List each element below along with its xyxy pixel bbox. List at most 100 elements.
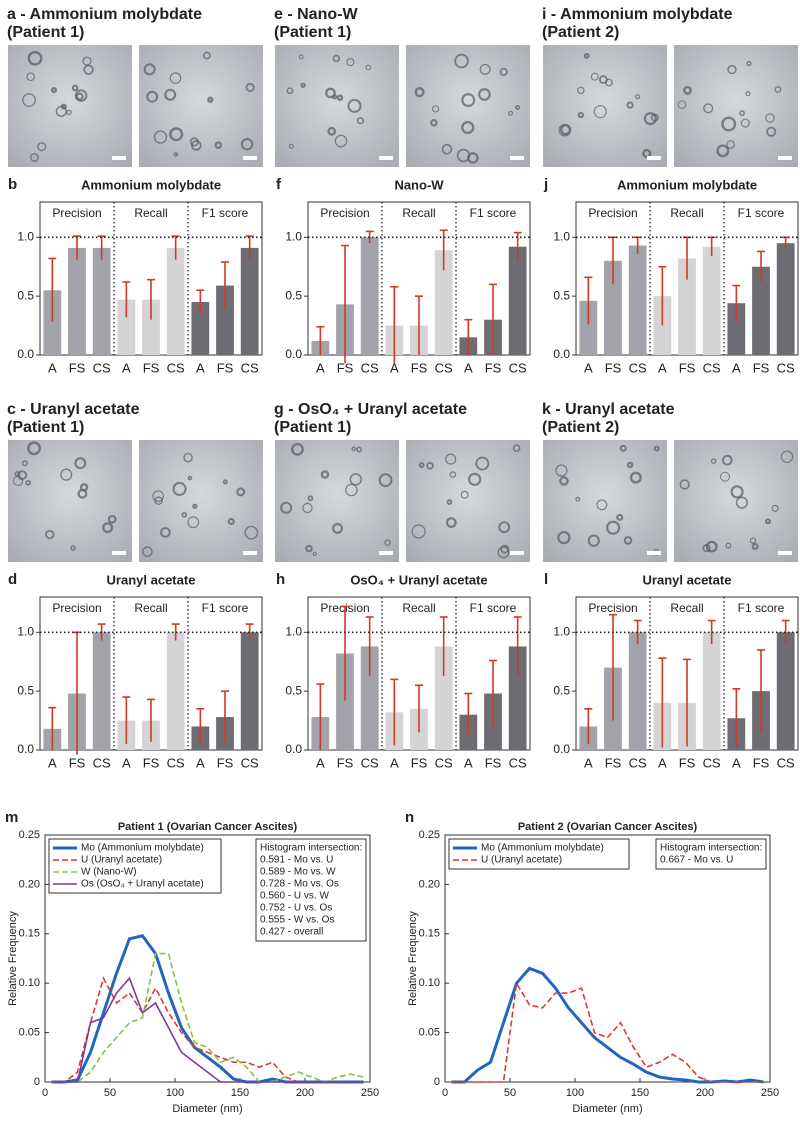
vesicle [446, 499, 453, 505]
vesicle [222, 479, 228, 485]
vesicle [173, 152, 179, 157]
scale-bar [243, 551, 257, 555]
vesicle [320, 470, 330, 479]
x-tick-label: 150 [631, 1087, 649, 1099]
vesicle [725, 542, 732, 549]
vesicle [27, 441, 42, 456]
scale-bar [379, 551, 393, 555]
x-tick-label: 0 [42, 1087, 48, 1099]
vesicle [240, 137, 254, 151]
panel-subtitle: (Patient 1) [7, 24, 84, 41]
vesicle [590, 72, 599, 81]
vesicle [71, 84, 79, 92]
bar [434, 646, 453, 750]
vesicle [236, 487, 246, 497]
x-tick-label: A [48, 755, 57, 770]
scale-bar [778, 156, 792, 160]
x-tick-label: FS [411, 755, 428, 770]
bar [727, 303, 746, 355]
x-tick-label: CS [777, 755, 795, 770]
panel-letter: j [543, 176, 548, 193]
annotation-box [255, 838, 367, 942]
vesicle [745, 91, 751, 97]
x-tick-label: A [316, 755, 325, 770]
x-tick-label: A [732, 755, 741, 770]
panel-title: a - Ammonium molybdate [7, 6, 202, 23]
annotation-text: 0.427 - overall [260, 927, 323, 938]
annotation-text: 0.591 - Mo vs. U [260, 855, 333, 866]
bar [776, 632, 795, 750]
panel-letter: f [276, 176, 282, 193]
vesicle [384, 539, 391, 546]
vesicle [461, 120, 475, 135]
legend-label: Mo (Ammonium molybdate) [81, 843, 204, 854]
x-tick-label: 100 [166, 1087, 184, 1099]
vesicle [66, 109, 72, 116]
y-tick-label: 0.5 [17, 683, 34, 697]
vesicle [214, 141, 223, 149]
vesicle [606, 520, 621, 535]
panel-title: e - Nano-W [274, 6, 358, 23]
vesicle [190, 140, 202, 151]
vesicle [478, 88, 491, 101]
vesicle [418, 462, 425, 469]
vesicle [746, 60, 752, 67]
x-tick-label: CS [241, 360, 259, 375]
x-axis-label: Diameter (nm) [172, 1103, 242, 1115]
vesicle [559, 124, 572, 136]
vesicle [300, 82, 306, 88]
vesicle [730, 485, 744, 499]
vesicle [512, 444, 521, 453]
vesicle [17, 470, 28, 481]
group-label: F1 score [738, 206, 785, 220]
vesicle [298, 54, 304, 60]
bar [117, 299, 136, 355]
bar [336, 653, 354, 750]
panel-subtitle: (Patient 1) [274, 419, 351, 436]
x-tick-label: A [316, 360, 325, 375]
legend-box [48, 838, 222, 894]
annotation-text: 0.555 - W vs. Os [260, 915, 334, 926]
vesicle [596, 499, 608, 511]
x-tick-label: CS [777, 360, 795, 375]
panel-subtitle: (Patient 1) [274, 24, 351, 41]
vesicle [74, 457, 87, 470]
panel-subtitle: (Patient 2) [542, 419, 619, 436]
vesicle [461, 93, 476, 108]
vesicle [653, 445, 660, 452]
annotation-text: 0.589 - Mo vs. W [260, 867, 336, 878]
chart-title: Patient 1 (Ovarian Cancer Ascites) [118, 821, 298, 833]
vesicle [187, 475, 193, 481]
vesicle [441, 143, 453, 155]
y-tick-label: 1.0 [553, 229, 570, 243]
x-tick-label: A [390, 755, 399, 770]
x-tick-label: FS [753, 360, 770, 375]
micrograph [406, 440, 530, 562]
vesicle [764, 518, 772, 525]
vesicle [593, 105, 607, 119]
panel-letter: d [8, 571, 17, 588]
vesicle [623, 536, 633, 545]
annotation-text: 0.667 - Mo vs. U [660, 855, 733, 866]
vesicle [740, 118, 750, 128]
x-axis-label: Diameter (nm) [572, 1103, 642, 1115]
vesicle [619, 444, 627, 452]
vesicle [629, 471, 642, 484]
micrograph [275, 440, 399, 562]
series-line [51, 976, 364, 1083]
vesicle [327, 126, 337, 136]
y-tick-label: 0.5 [285, 288, 302, 302]
vesicle [414, 87, 425, 98]
y-tick-label: 0.05 [19, 1027, 40, 1039]
scale-bar [379, 156, 393, 160]
vesicle [454, 53, 469, 69]
vesicle [332, 522, 344, 534]
x-tick-label: 200 [696, 1087, 714, 1099]
vesicle [749, 537, 757, 544]
y-tick-label: 0.15 [19, 928, 40, 940]
vesicle [365, 64, 372, 71]
group-label: Precision [320, 206, 369, 220]
vesicle [227, 517, 235, 526]
vesicle [305, 544, 313, 553]
series-line [451, 966, 764, 1084]
